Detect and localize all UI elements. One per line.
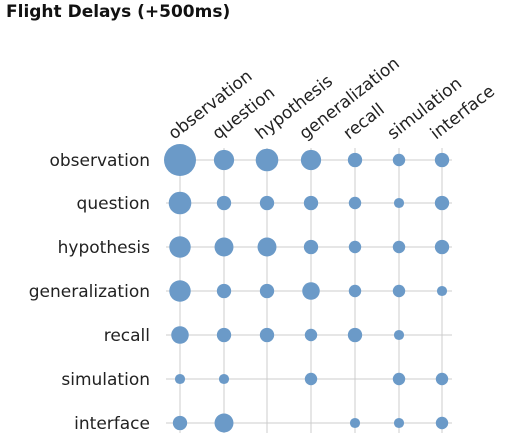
dot-hypothesis-hypothesis [257,237,277,257]
row-label-simulation: simulation [61,370,150,390]
dot-question-interface [434,195,450,211]
row-label-observation: observation [49,151,150,171]
dot-interface-observation [172,415,188,431]
dot-observation-generalization [300,149,322,171]
dot-simulation-generalization [304,372,318,386]
dot-question-recall [348,196,362,210]
row-labels: observation question hypothesis generalizat… [29,151,150,434]
dot-interface-simulation [393,417,405,429]
dot-recall-hypothesis [259,327,275,343]
dot-question-simulation [393,197,405,209]
dot-hypothesis-question [214,237,234,257]
dot-generalization-observation [169,280,191,302]
dot-question-observation [168,191,192,215]
dot-generalization-simulation [392,284,406,298]
dot-simulation-interface [435,372,449,386]
dots [164,144,450,433]
dot-generalization-generalization [302,282,320,300]
dot-simulation-observation [174,373,186,385]
chart-title: Flight Delays (+500ms) [6,2,231,22]
dot-interface-interface [435,416,449,430]
dot-hypothesis-simulation [392,240,406,254]
dot-generalization-question [216,283,232,299]
row-label-question: question [77,194,150,214]
dot-question-question [216,195,232,211]
dot-observation-observation [164,144,196,176]
dot-observation-question [213,149,235,171]
row-label-generalization: generalization [29,282,150,302]
dot-recall-generalization [304,328,318,342]
dot-question-hypothesis [259,195,275,211]
dot-recall-observation [171,326,189,344]
dot-hypothesis-generalization [303,239,319,255]
row-label-interface: interface [74,414,150,434]
dot-hypothesis-interface [434,239,450,255]
dot-recall-recall [347,327,363,343]
dot-observation-recall [347,152,363,168]
dot-recall-simulation [393,329,405,341]
dot-hypothesis-recall [348,240,362,254]
dot-simulation-question [218,373,230,385]
dot-simulation-simulation [392,372,406,386]
dot-observation-hypothesis [255,148,279,172]
dot-recall-question [216,327,232,343]
dot-interface-question [214,413,234,433]
dot-observation-simulation [392,153,406,167]
dot-observation-interface [434,152,450,168]
dot-generalization-recall [348,284,362,298]
column-labels: observationquestionhypothesisgeneralizat… [165,54,499,144]
row-label-hypothesis: hypothesis [58,238,151,258]
dot-question-generalization [303,195,319,211]
dot-generalization-hypothesis [259,283,275,299]
dot-interface-recall [349,417,361,429]
dot-generalization-interface [436,285,448,297]
dot-hypothesis-observation [169,236,191,258]
row-label-recall: recall [104,326,150,346]
